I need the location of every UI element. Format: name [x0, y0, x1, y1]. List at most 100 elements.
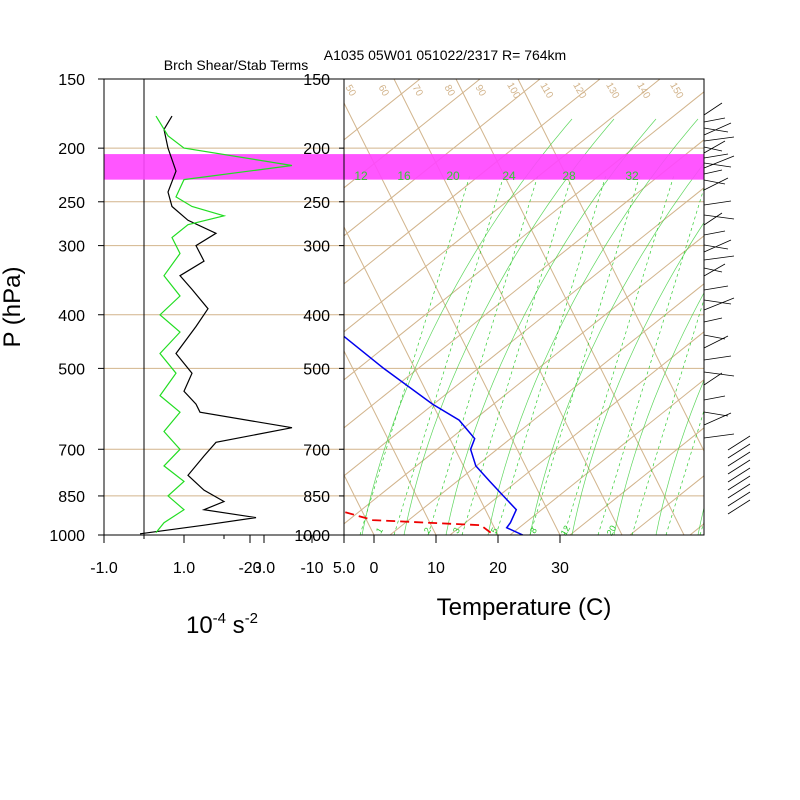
mixing-ratio-line [597, 186, 704, 535]
left-y-axis: 150 200 250 300 400 500 700 850 1000 [49, 72, 104, 545]
x-label-base: 10 [186, 612, 213, 639]
right-y-tick-label: 500 [303, 361, 330, 378]
wind-barb [703, 299, 732, 305]
right-highlight-rect [344, 154, 704, 180]
wind-barb [703, 122, 732, 136]
left-y-tick-label: 150 [58, 72, 85, 89]
wind-barb [727, 475, 751, 491]
wind-barb [703, 285, 729, 291]
wind-barb [703, 177, 729, 191]
wind-barb [703, 212, 723, 226]
left-x-tick-label: 1.0 [173, 560, 195, 577]
moist-adiabat [655, 379, 704, 535]
left-x-tick-label: -1.0 [90, 560, 118, 577]
left-series-group [139, 115, 293, 535]
isotherm [344, 225, 499, 535]
mixing-ratio-line [427, 174, 539, 535]
wind-barb [727, 443, 751, 459]
wind-barb [727, 467, 751, 483]
left-highlight-band [104, 154, 344, 180]
wind-barb [703, 162, 732, 168]
left-y-tick-label: 850 [58, 489, 85, 506]
skew-t-series-group [344, 335, 524, 535]
right-y-tick-label: 150 [303, 72, 330, 89]
dry-adiabat [449, 331, 704, 535]
wind-barb [703, 179, 726, 185]
wind-barb [703, 255, 735, 261]
temperature-line [344, 335, 524, 535]
dry-adiabat [344, 187, 704, 477]
wind-barb [703, 433, 735, 439]
wind-barb [703, 297, 735, 311]
left-y-tick-label: 500 [58, 361, 85, 378]
mixing-ratio-line [529, 174, 641, 535]
right-x-axis: -20 -10 0 10 20 30 [238, 535, 569, 577]
right-y-tick-label: 700 [303, 442, 330, 459]
wind-barb [703, 263, 726, 277]
mixing-ratio-line [495, 174, 607, 535]
left-y-tick-label: 250 [58, 195, 85, 212]
mixing-ratio-label: 32 [625, 169, 639, 183]
wind-barb [703, 214, 735, 220]
right-x-tick-label: 10 [427, 560, 445, 577]
theta-label: 70 [410, 83, 425, 99]
theta-label: 60 [376, 83, 391, 99]
wind-barb [703, 200, 732, 206]
theta-label: 80 [442, 83, 457, 99]
left-x-tick-label: 5.0 [333, 560, 355, 577]
wind-barb [727, 491, 751, 507]
mixing-ratio-line [631, 298, 704, 535]
wind-barb [703, 372, 723, 386]
wind-barb [727, 451, 751, 467]
shear-term-line [139, 115, 293, 535]
wind-barb [703, 140, 726, 154]
wind-barbs [703, 102, 751, 515]
wind-barb [703, 334, 726, 340]
wind-barb [703, 267, 723, 273]
dry-adiabat [569, 427, 704, 535]
y-axis-label: P (hPa) [0, 267, 26, 348]
wind-barb [703, 117, 726, 123]
right-x-tick-label: 0 [370, 560, 379, 577]
wind-barb [703, 371, 735, 377]
wind-barb [727, 499, 751, 515]
right-y-tick-label: 200 [303, 141, 330, 158]
moist-adiabat [571, 222, 704, 535]
theta-label: 50 [343, 83, 358, 99]
left-panel-title: Brch Shear/Stab Terms [164, 57, 308, 73]
left-x-axis-label: 10-4 s-2 [186, 610, 258, 639]
x-label-unit-exponent: -2 [245, 610, 258, 627]
right-x-tick-label: 30 [551, 560, 569, 577]
wind-barb [703, 155, 735, 169]
left-x-tick-label: 3.0 [253, 560, 275, 577]
right-x-tick-label: -20 [238, 560, 261, 577]
theta-label: 90 [473, 83, 488, 99]
isotherm [344, 349, 437, 535]
right-y-tick-label: 300 [303, 239, 330, 256]
left-y-tick-label: 400 [58, 308, 85, 325]
right-plot-frame [343, 78, 705, 536]
mixing-ratio-label: 24 [502, 169, 516, 183]
right-y-tick-label: 400 [303, 308, 330, 325]
mixing-ratio-bottom-label: 1 [374, 526, 385, 535]
stability-term-line [155, 115, 293, 533]
wind-barb [703, 412, 732, 426]
wind-barb [703, 153, 729, 159]
right-x-tick-label: -10 [300, 560, 323, 577]
wind-barb [703, 239, 732, 253]
mixing-ratio-label: 28 [562, 169, 576, 183]
mixing-ratio-bottom-label: 3 [451, 526, 462, 535]
right-highlight-band [344, 154, 704, 180]
dry-adiabat [509, 379, 704, 535]
wind-barb [727, 435, 751, 451]
left-y-tick-label: 700 [58, 442, 85, 459]
shear-stability-panel: 150 200 250 300 400 500 700 850 1000 -1.0 1.0 3.0 5… [49, 72, 355, 577]
left-x-axis: -1.0 1.0 3.0 5.0 [90, 535, 355, 577]
mixing-ratio-bottom-label: 20 [605, 524, 619, 538]
mixing-ratio-label: 20 [446, 169, 460, 183]
mixing-ratio-label: 12 [354, 169, 368, 183]
wind-barb [703, 411, 729, 417]
